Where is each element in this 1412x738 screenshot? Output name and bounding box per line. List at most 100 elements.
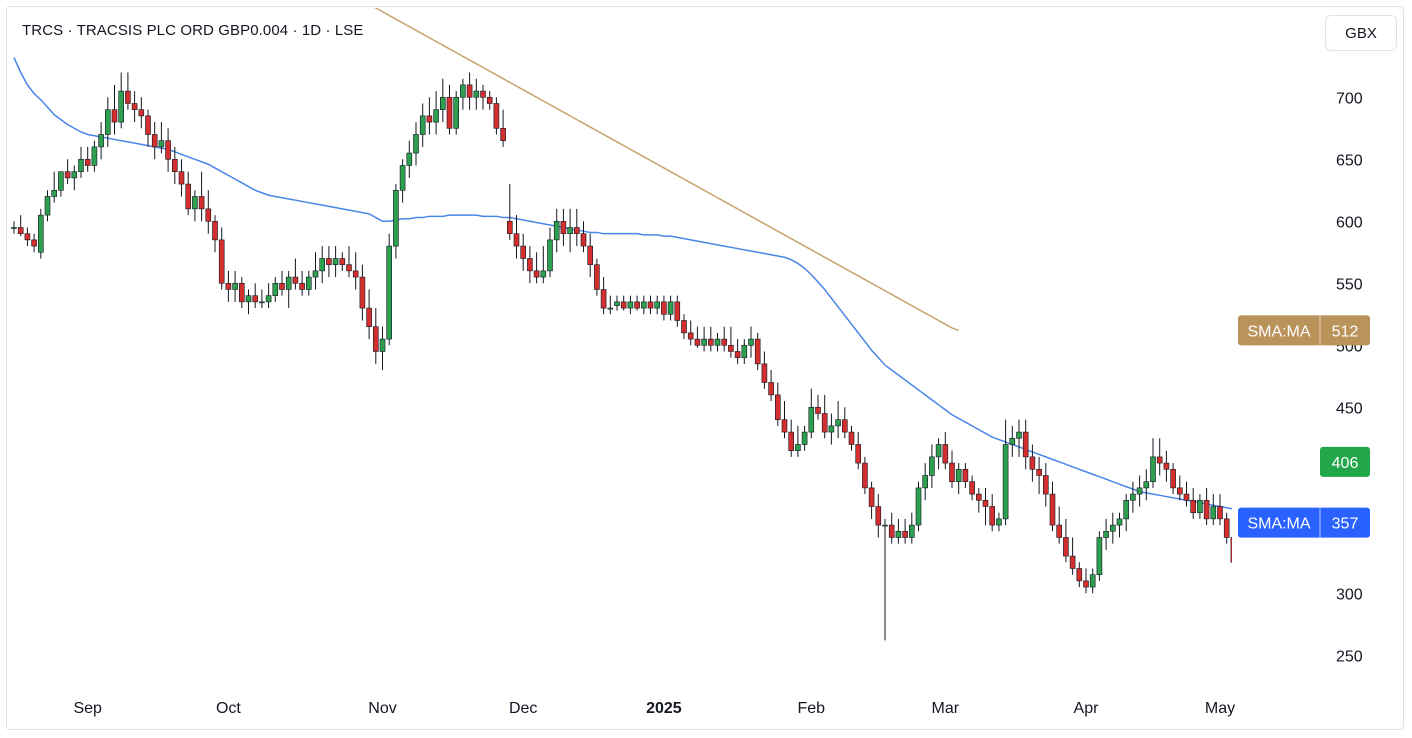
candle-up <box>922 475 929 489</box>
sma-tag-value: 512 <box>1332 323 1359 340</box>
candle-up <box>915 487 922 526</box>
x-tick-label: Sep <box>73 700 102 717</box>
candle-down <box>1217 506 1223 520</box>
candle-up <box>701 338 707 346</box>
candle-up <box>882 524 888 527</box>
x-tick-label: Mar <box>932 700 960 717</box>
candle-up <box>11 227 17 229</box>
candle-up <box>835 419 841 427</box>
candle-down <box>768 382 774 396</box>
candle-down <box>694 338 701 346</box>
plot-area <box>11 8 1383 641</box>
candle-down <box>480 90 486 98</box>
candle-up <box>232 282 238 290</box>
candle-down <box>1244 556 1249 593</box>
candle-down <box>1163 462 1170 470</box>
candle-up <box>714 338 721 346</box>
candle-down <box>1069 555 1076 569</box>
candle-up <box>379 338 386 352</box>
candle-down <box>506 220 513 234</box>
candle-down <box>185 183 191 210</box>
candle-down <box>493 103 500 129</box>
candle-up <box>1096 537 1103 575</box>
candle-down <box>962 468 969 482</box>
candle-up <box>51 189 58 197</box>
y-tick-label: 300 <box>1336 586 1363 603</box>
candle-down <box>145 115 151 135</box>
candle-down <box>1203 499 1210 520</box>
currency-unit-button[interactable]: GBX <box>1325 15 1397 51</box>
candle-up <box>1305 550 1310 569</box>
candle-down <box>728 344 734 352</box>
chart-title: TRCS · TRACSIS PLC ORD GBP0.004 · 1D · L… <box>22 22 364 39</box>
candle-up <box>1197 499 1203 513</box>
candle-down <box>580 233 587 247</box>
sma-tag-value: 357 <box>1332 516 1359 533</box>
candle-down <box>560 220 567 234</box>
candle-up <box>828 425 835 433</box>
candle-down <box>1043 475 1049 495</box>
candle-down <box>198 196 205 210</box>
candle-down <box>31 239 37 247</box>
x-tick-label: May <box>1205 700 1235 717</box>
candle-down <box>17 227 24 234</box>
candle-up <box>553 220 560 241</box>
candle-up <box>37 214 44 253</box>
candle-up <box>245 295 252 303</box>
candle-up <box>547 239 553 272</box>
last-price-tag <box>1320 446 1370 477</box>
candle-down <box>292 276 299 284</box>
candle-up <box>1130 493 1136 501</box>
candle-down <box>587 245 594 265</box>
candle-up <box>473 90 480 98</box>
candle-down <box>573 227 580 234</box>
candle-up <box>614 301 620 306</box>
candle-up <box>1378 457 1383 469</box>
candle-down <box>707 338 714 346</box>
candle-up <box>654 301 661 309</box>
candle-down <box>855 444 862 464</box>
candle-down <box>594 264 600 290</box>
candle-down <box>600 289 607 309</box>
candle-up <box>667 301 674 315</box>
candle-up <box>1210 506 1217 520</box>
candle-up <box>567 227 573 234</box>
candle-up <box>996 518 1002 526</box>
candle-up <box>1311 544 1316 550</box>
candle-down <box>1076 568 1083 582</box>
candle-down <box>1022 431 1029 458</box>
candle-down <box>513 233 520 247</box>
candle-down <box>1177 487 1183 495</box>
candle-up <box>319 258 326 272</box>
y-tick-label: 250 <box>1336 648 1363 665</box>
sma-fast-line <box>13 57 1232 510</box>
candle-down <box>821 413 828 433</box>
candle-down <box>888 524 895 538</box>
candle-up <box>540 270 547 278</box>
candle-up <box>259 301 265 304</box>
candle-up <box>393 189 399 247</box>
candle-up <box>640 301 647 309</box>
candle-up <box>808 406 815 433</box>
candle-up <box>433 109 439 123</box>
candle-up <box>1002 444 1009 520</box>
candle-down <box>868 487 875 507</box>
candle-down <box>969 481 975 495</box>
candle-up <box>305 276 312 290</box>
candle-down <box>634 301 640 309</box>
candle-down <box>466 84 473 98</box>
candle-up <box>98 134 104 148</box>
candle-down <box>178 171 185 185</box>
candle-down <box>84 158 91 166</box>
candle-down <box>165 140 171 160</box>
candle-down <box>24 233 31 241</box>
candle-down <box>1285 556 1290 593</box>
candle-up <box>406 152 413 166</box>
candle-down <box>527 258 533 272</box>
x-tick-label: 2025 <box>646 700 682 717</box>
y-tick-label: 450 <box>1336 400 1363 417</box>
sma-tag-fast <box>1238 507 1370 538</box>
candle-up <box>908 524 915 538</box>
candle-down <box>1083 580 1089 588</box>
